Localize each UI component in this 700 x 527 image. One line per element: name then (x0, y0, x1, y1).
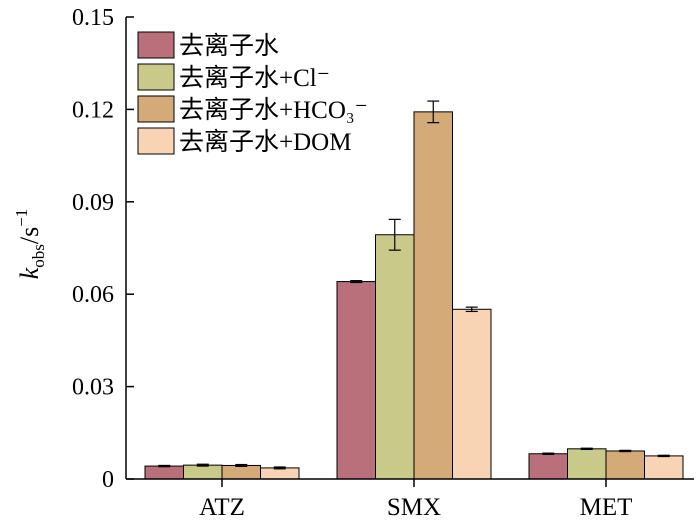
bar-smx-s1 (375, 234, 415, 480)
y-ticks-group: 0 0.03 0.06 0.09 0.12 0.15 (72, 5, 134, 493)
error-bar-smx-s2 (427, 100, 440, 124)
legend-label-2: 去离子水+HCO₃⁻ (179, 96, 368, 124)
y-axis-label-superscript: −1 (12, 209, 31, 227)
bar-met-s1 (567, 448, 607, 480)
error-bar-met-s0 (542, 452, 555, 455)
y-axis-label-symbol: k (15, 267, 44, 279)
error-bar-atz-s1 (196, 463, 209, 467)
legend-label-0: 去离子水 (179, 32, 279, 60)
bar-met-s0 (528, 453, 568, 480)
legend-entry-1: 去离子水+Cl⁻ (137, 63, 330, 92)
legend-swatch-2 (137, 95, 175, 123)
error-bar-met-s3 (657, 454, 670, 458)
y-axis-label-subscript: obs (29, 244, 48, 268)
y-tick-label-3: 0.09 (72, 190, 114, 216)
legend-swatch-0 (137, 31, 175, 59)
y-tick-label-4: 0.12 (72, 97, 114, 123)
error-bar-smx-s0 (350, 280, 363, 284)
legend-label-1: 去离子水+Cl⁻ (179, 64, 330, 92)
bar-smx-s0 (336, 281, 376, 480)
bars-group (144, 111, 684, 480)
x-tick-label-atz: ATZ (199, 494, 245, 521)
x-tick-label-met: MET (580, 494, 633, 521)
legend-entry-3: 去离子水+DOM (137, 127, 351, 156)
y-tick-label-0: 0 (102, 467, 114, 493)
bar-atz-s2 (221, 464, 261, 480)
axes-group (125, 17, 694, 480)
bar-met-s2 (605, 450, 645, 480)
y-tick-label-2: 0.06 (72, 282, 114, 308)
error-bar-met-s2 (619, 449, 632, 453)
legend-entry-0: 去离子水 (137, 31, 279, 60)
legend-swatch-1 (137, 63, 175, 91)
legend-label-3: 去离子水+DOM (179, 128, 351, 156)
error-bar-smx-s1 (388, 218, 401, 251)
bar-atz-s3 (260, 467, 300, 480)
y-axis-label: kobs/s−1 (12, 209, 48, 280)
y-axis-label-unit: /s (15, 227, 44, 244)
error-bar-met-s1 (580, 447, 593, 451)
error-bar-atz-s3 (273, 466, 286, 470)
bar-smx-s2 (413, 111, 453, 480)
bar-atz-s0 (144, 465, 184, 480)
bar-atz-s1 (183, 464, 223, 480)
y-tick-label-1: 0.03 (72, 375, 114, 401)
bar-met-s3 (644, 455, 684, 480)
x-tick-labels-group: ATZ SMX MET (199, 479, 632, 521)
x-tick-label-smx: SMX (387, 494, 441, 521)
error-bar-smx-s3 (465, 306, 478, 313)
error-bars-group (158, 100, 670, 470)
y-tick-label-5: 0.15 (72, 5, 114, 31)
error-bar-atz-s0 (158, 464, 171, 468)
legend-swatch-3 (137, 127, 175, 155)
legend-entry-2: 去离子水+HCO₃⁻ (137, 95, 368, 124)
error-bar-atz-s2 (235, 463, 248, 467)
bar-smx-s3 (452, 308, 492, 480)
